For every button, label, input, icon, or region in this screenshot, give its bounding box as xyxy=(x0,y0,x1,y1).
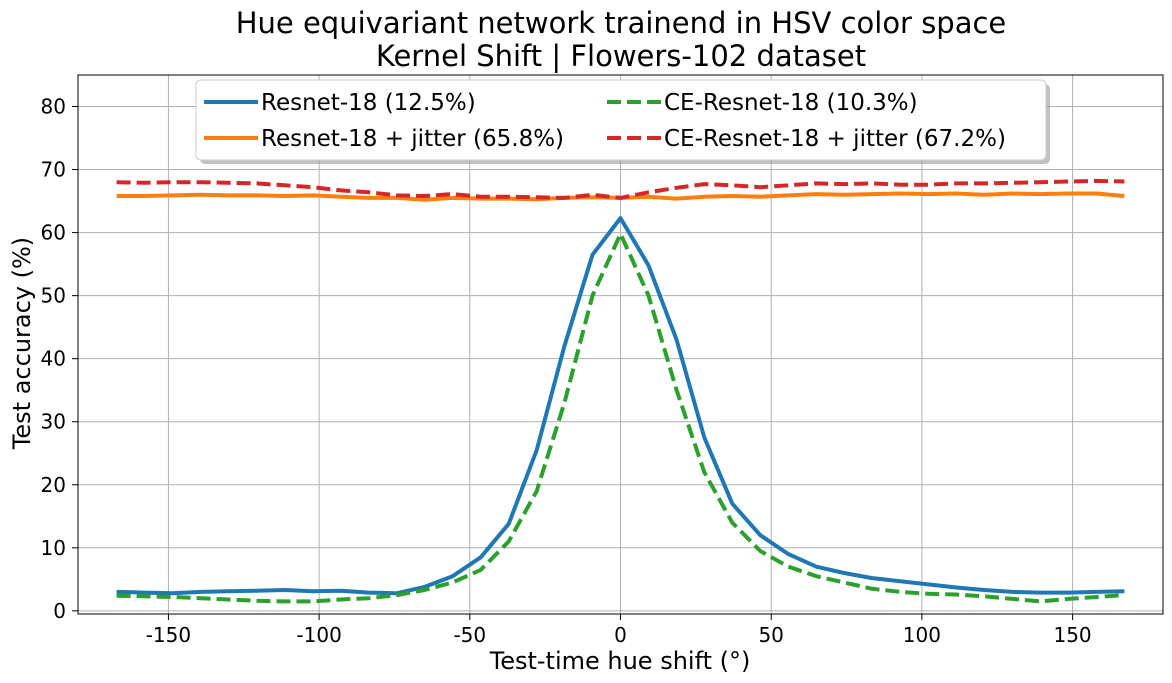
y-tick-label: 70 xyxy=(41,158,66,182)
x-tick-label: -150 xyxy=(146,623,191,647)
x-tick-label: -100 xyxy=(296,623,341,647)
legend-label: Resnet-18 (12.5%) xyxy=(261,90,476,116)
legend: Resnet-18 (12.5%) Resnet-18 + jitter (65.… xyxy=(195,79,1050,164)
grid-layer xyxy=(78,75,1163,614)
y-axis-label: Test accuracy (%) xyxy=(8,237,36,450)
x-tick-label: -50 xyxy=(453,623,486,647)
ticks-layer: -150 -100 -50 0 50 100 150 0 10 20 30 40 50 60 70 80 xyxy=(41,95,1092,647)
y-tick-label: 80 xyxy=(41,95,66,119)
y-tick-label: 0 xyxy=(53,599,66,623)
y-tick-label: 20 xyxy=(41,473,66,497)
y-tick-label: 60 xyxy=(41,221,66,245)
x-tick-label: 0 xyxy=(614,623,627,647)
x-tick-label: 100 xyxy=(903,623,941,647)
legend-box xyxy=(195,79,1047,161)
y-tick-label: 50 xyxy=(41,284,66,308)
x-axis-label: Test-time hue shift (°) xyxy=(489,647,751,675)
y-tick-label: 30 xyxy=(41,410,66,434)
series-layer xyxy=(116,178,1125,604)
chart-subtitle: Kernel Shift | Flowers-102 dataset xyxy=(376,39,866,73)
legend-label: CE-Resnet-18 + jitter (67.2%) xyxy=(664,126,1006,152)
y-tick-label: 10 xyxy=(41,536,66,560)
x-tick-label: 150 xyxy=(1053,623,1091,647)
series-line-2 xyxy=(116,231,1125,604)
legend-label: CE-Resnet-18 (10.3%) xyxy=(664,90,918,116)
series-line-1 xyxy=(116,216,1125,596)
chart-title-group: Hue equivariant network trainend in HSV … xyxy=(236,6,1007,73)
series-line-4 xyxy=(116,178,1125,200)
legend-label: Resnet-18 + jitter (65.8%) xyxy=(261,126,564,152)
y-tick-label: 40 xyxy=(41,347,66,371)
x-tick-label: 50 xyxy=(758,623,783,647)
chart-title: Hue equivariant network trainend in HSV … xyxy=(236,6,1007,40)
